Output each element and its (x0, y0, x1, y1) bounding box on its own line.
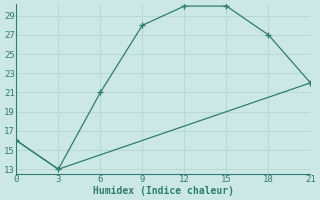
X-axis label: Humidex (Indice chaleur): Humidex (Indice chaleur) (93, 186, 234, 196)
